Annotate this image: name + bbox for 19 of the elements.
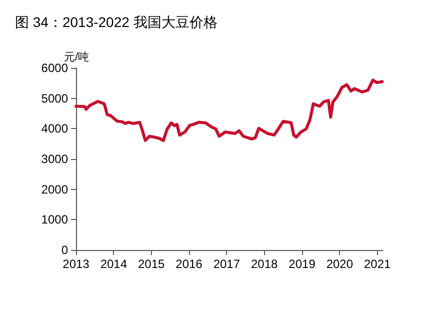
y-tick-label: 6000: [41, 61, 68, 75]
y-tick-label: 0: [61, 243, 68, 257]
y-axis-title: 元/吨: [64, 50, 90, 64]
x-tick-label: 2017: [213, 257, 240, 271]
chart-title: 图 34：2013-2022 我国大豆价格: [15, 14, 218, 30]
x-tick-label: 2013: [62, 257, 90, 271]
line-series: [74, 78, 384, 142]
x-tick-label: 2020: [326, 257, 354, 271]
x-tick-label: 2021: [364, 257, 392, 271]
y-tick-label: 5000: [41, 91, 68, 106]
y-tick-label: 2000: [41, 182, 68, 196]
x-tick-label: 2018: [250, 257, 278, 271]
x-tick-label: 2019: [288, 257, 316, 271]
y-tick-label: 4000: [41, 122, 68, 136]
y-tick-label: 1000: [41, 212, 68, 227]
x-tick-label: 2015: [138, 257, 166, 271]
y-tick-label: 3000: [41, 152, 68, 166]
x-tick-label: 2016: [176, 257, 203, 271]
x-tick-label: 2014: [100, 257, 128, 271]
